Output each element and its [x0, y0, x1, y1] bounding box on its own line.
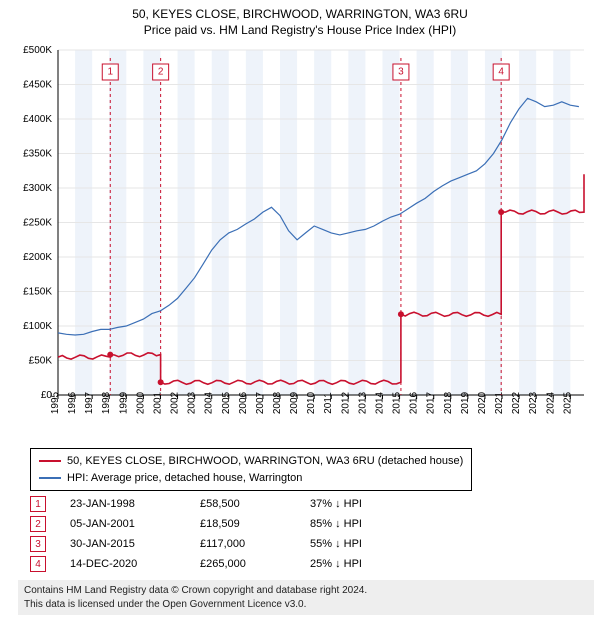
- title-line-1: 50, KEYES CLOSE, BIRCHWOOD, WARRINGTON, …: [0, 6, 600, 22]
- svg-text:£100K: £100K: [23, 321, 52, 332]
- svg-text:2: 2: [158, 67, 164, 78]
- svg-text:2014: 2014: [374, 391, 385, 414]
- svg-text:2013: 2013: [357, 391, 368, 414]
- event-price: £18,509: [200, 518, 310, 530]
- event-number-badge: 1: [30, 496, 46, 512]
- legend-box: 50, KEYES CLOSE, BIRCHWOOD, WARRINGTON, …: [30, 448, 472, 491]
- svg-text:2001: 2001: [152, 391, 163, 414]
- title-line-2: Price paid vs. HM Land Registry's House …: [0, 22, 600, 38]
- legend-row: 50, KEYES CLOSE, BIRCHWOOD, WARRINGTON, …: [39, 453, 463, 470]
- event-row: 3 30-JAN-2015 £117,000 55% ↓ HPI: [30, 534, 362, 554]
- event-date: 14-DEC-2020: [70, 558, 200, 570]
- svg-text:2008: 2008: [272, 391, 283, 414]
- svg-text:2009: 2009: [289, 391, 300, 414]
- svg-text:2002: 2002: [170, 391, 181, 414]
- svg-text:2021: 2021: [494, 391, 505, 414]
- svg-text:2005: 2005: [221, 391, 232, 414]
- legend-swatch: [39, 477, 61, 479]
- svg-text:2017: 2017: [426, 391, 437, 414]
- svg-text:2023: 2023: [528, 391, 539, 414]
- svg-text:£450K: £450K: [23, 80, 52, 91]
- svg-text:2010: 2010: [306, 391, 317, 414]
- svg-text:1995: 1995: [50, 391, 61, 414]
- footer-line-2: This data is licensed under the Open Gov…: [24, 598, 588, 612]
- footer-line-1: Contains HM Land Registry data © Crown c…: [24, 584, 588, 598]
- svg-text:£250K: £250K: [23, 218, 52, 229]
- legend-row: HPI: Average price, detached house, Warr…: [39, 470, 463, 487]
- event-date: 23-JAN-1998: [70, 498, 200, 510]
- event-pct: 55% ↓ HPI: [310, 538, 362, 550]
- svg-text:1999: 1999: [118, 391, 129, 414]
- svg-text:£50K: £50K: [29, 356, 53, 367]
- svg-text:2020: 2020: [477, 391, 488, 414]
- svg-text:2018: 2018: [443, 391, 454, 414]
- event-row: 1 23-JAN-1998 £58,500 37% ↓ HPI: [30, 494, 362, 514]
- event-row: 2 05-JAN-2001 £18,509 85% ↓ HPI: [30, 514, 362, 534]
- svg-text:2007: 2007: [255, 391, 266, 414]
- event-price: £58,500: [200, 498, 310, 510]
- events-table: 1 23-JAN-1998 £58,500 37% ↓ HPI 2 05-JAN…: [30, 494, 362, 574]
- event-price: £265,000: [200, 558, 310, 570]
- svg-text:2022: 2022: [511, 391, 522, 414]
- svg-text:2019: 2019: [460, 391, 471, 414]
- svg-text:1996: 1996: [67, 391, 78, 414]
- event-number-badge: 3: [30, 536, 46, 552]
- event-pct: 85% ↓ HPI: [310, 518, 362, 530]
- chart-area: £0£50K£100K£150K£200K£250K£300K£350K£400…: [0, 40, 600, 440]
- svg-text:2011: 2011: [323, 392, 334, 414]
- svg-text:2012: 2012: [340, 391, 351, 414]
- legend-swatch: [39, 460, 61, 462]
- event-pct: 25% ↓ HPI: [310, 558, 362, 570]
- event-number-badge: 4: [30, 556, 46, 572]
- svg-text:2003: 2003: [187, 391, 198, 414]
- event-number-badge: 2: [30, 516, 46, 532]
- footer-attribution: Contains HM Land Registry data © Crown c…: [18, 580, 594, 615]
- event-date: 30-JAN-2015: [70, 538, 200, 550]
- svg-text:£350K: £350K: [23, 149, 52, 160]
- svg-text:£150K: £150K: [23, 287, 52, 298]
- svg-text:2025: 2025: [562, 391, 573, 414]
- svg-text:£200K: £200K: [23, 252, 52, 263]
- svg-text:£500K: £500K: [23, 45, 52, 56]
- svg-text:1: 1: [107, 67, 113, 78]
- svg-text:1997: 1997: [84, 391, 95, 414]
- legend-label: HPI: Average price, detached house, Warr…: [67, 470, 302, 487]
- svg-text:2016: 2016: [409, 391, 420, 414]
- svg-text:2006: 2006: [238, 391, 249, 414]
- svg-text:2024: 2024: [545, 391, 556, 414]
- chart-titles: 50, KEYES CLOSE, BIRCHWOOD, WARRINGTON, …: [0, 0, 600, 38]
- svg-text:2004: 2004: [204, 391, 215, 414]
- event-row: 4 14-DEC-2020 £265,000 25% ↓ HPI: [30, 554, 362, 574]
- svg-text:4: 4: [498, 67, 504, 78]
- event-date: 05-JAN-2001: [70, 518, 200, 530]
- legend-label: 50, KEYES CLOSE, BIRCHWOOD, WARRINGTON, …: [67, 453, 463, 470]
- svg-text:£400K: £400K: [23, 114, 52, 125]
- svg-text:£300K: £300K: [23, 183, 52, 194]
- event-pct: 37% ↓ HPI: [310, 498, 362, 510]
- svg-text:3: 3: [398, 67, 404, 78]
- event-price: £117,000: [200, 538, 310, 550]
- svg-text:2000: 2000: [135, 391, 146, 414]
- price-chart-svg: £0£50K£100K£150K£200K£250K£300K£350K£400…: [0, 40, 600, 440]
